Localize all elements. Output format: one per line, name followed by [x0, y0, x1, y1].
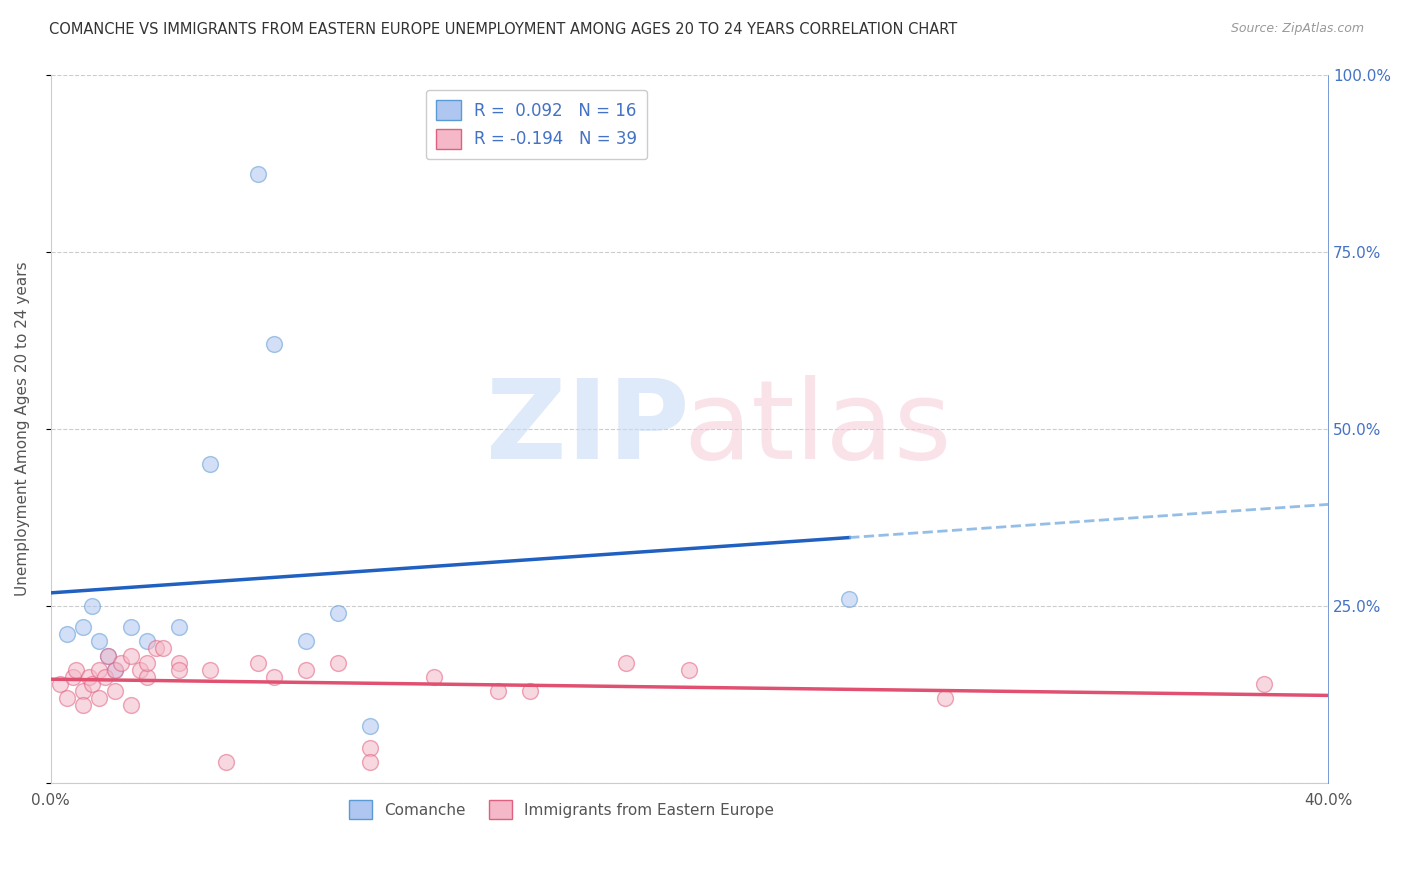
Point [215, 755, 238, 769]
Point [152, 641, 174, 656]
Point [200, 457, 222, 471]
Point [295, 663, 318, 677]
Point [110, 656, 132, 670]
Point [423, 670, 446, 684]
Point [97, 648, 120, 663]
Point [94, 670, 117, 684]
Point [129, 663, 152, 677]
Point [104, 663, 127, 677]
Point [519, 684, 541, 698]
Point [200, 663, 222, 677]
Point [263, 336, 285, 351]
Point [359, 719, 381, 733]
Text: ZIP: ZIP [485, 376, 689, 483]
Legend: Comanche, Immigrants from Eastern Europe: Comanche, Immigrants from Eastern Europe [343, 794, 780, 825]
Point [167, 663, 190, 677]
Point [359, 755, 381, 769]
Point [120, 620, 142, 634]
Point [486, 684, 509, 698]
Text: COMANCHE VS IMMIGRANTS FROM EASTERN EUROPE UNEMPLOYMENT AMONG AGES 20 TO 24 YEAR: COMANCHE VS IMMIGRANTS FROM EASTERN EURO… [49, 22, 957, 37]
Point [82, 599, 104, 613]
Point [87, 691, 110, 706]
Point [135, 634, 157, 648]
Y-axis label: Unemployment Among Ages 20 to 24 years: Unemployment Among Ages 20 to 24 years [15, 261, 30, 596]
Point [838, 591, 860, 606]
Point [359, 740, 381, 755]
Point [934, 691, 956, 706]
Point [145, 641, 167, 656]
Point [120, 648, 142, 663]
Point [72, 620, 94, 634]
Point [614, 656, 637, 670]
Point [247, 167, 270, 181]
Point [120, 698, 142, 712]
Point [56, 691, 79, 706]
Point [247, 656, 270, 670]
Point [135, 670, 157, 684]
Point [65, 663, 87, 677]
Point [62, 670, 84, 684]
Point [97, 648, 120, 663]
Point [87, 663, 110, 677]
Point [167, 656, 190, 670]
Point [135, 656, 157, 670]
Point [72, 698, 94, 712]
Point [328, 606, 350, 620]
Text: atlas: atlas [683, 376, 952, 483]
Text: Source: ZipAtlas.com: Source: ZipAtlas.com [1230, 22, 1364, 36]
Point [328, 656, 350, 670]
Point [72, 684, 94, 698]
Point [104, 684, 127, 698]
Point [1253, 677, 1275, 691]
Point [82, 677, 104, 691]
Point [678, 663, 700, 677]
Point [56, 627, 79, 641]
Point [104, 663, 127, 677]
Point [167, 620, 190, 634]
Point [49, 677, 72, 691]
Point [295, 634, 318, 648]
Point [77, 670, 100, 684]
Point [87, 634, 110, 648]
Point [263, 670, 285, 684]
